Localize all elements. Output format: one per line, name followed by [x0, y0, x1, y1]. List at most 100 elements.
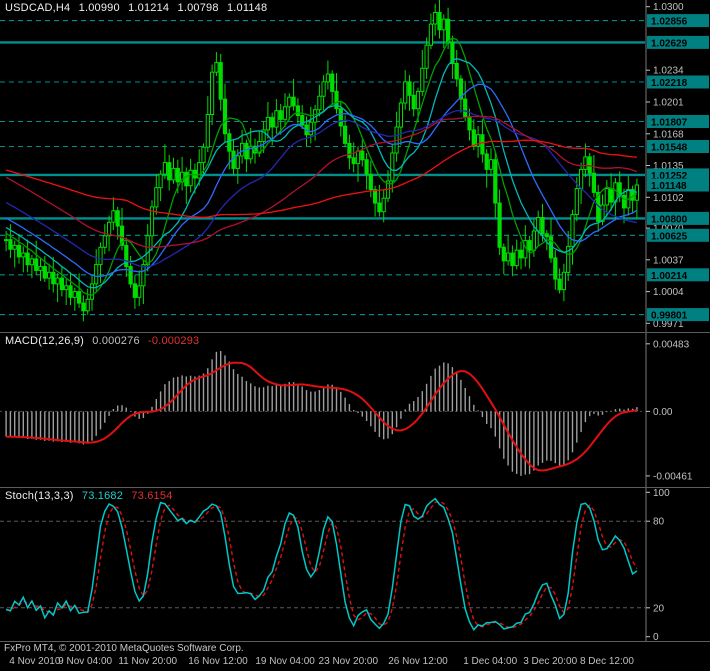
candle-body — [51, 271, 56, 285]
price-level-badge — [647, 308, 709, 322]
stoch-d-value: 73.6154 — [131, 490, 173, 502]
candle-body — [248, 145, 253, 160]
candle-body — [428, 23, 433, 46]
macd-panel[interactable]: 0.00483 0.00 -0.00461 MACD(12,26,9) 0.0002… — [0, 333, 710, 488]
candle-body — [38, 266, 43, 271]
candle-body — [531, 230, 536, 251]
candle-body — [330, 73, 335, 92]
candle-body — [514, 249, 519, 267]
candle-body — [240, 142, 245, 157]
candles-series[interactable] — [4, 0, 639, 322]
candle-body — [171, 167, 176, 181]
candle-body — [411, 94, 416, 110]
candle-body — [214, 62, 219, 73]
price-level-badge — [647, 75, 709, 89]
candle-body — [180, 171, 185, 183]
candle-body — [16, 244, 22, 258]
candle-body — [454, 63, 459, 80]
candle-body — [510, 252, 515, 267]
price-level-badge — [647, 211, 709, 225]
axis-tick-label: -0.00461 — [653, 471, 693, 482]
candle-body — [47, 271, 52, 279]
stochastic-canvas[interactable]: 100 80 20 0 — [0, 488, 710, 641]
candle-body — [540, 217, 545, 235]
time-axis-panel[interactable]: FxPro MT4, © 2001-2010 MetaQuotes Softwa… — [0, 642, 710, 671]
candle-body — [441, 18, 446, 31]
axis-tick-label: 1.0201 — [653, 98, 684, 109]
candle-body — [210, 71, 215, 115]
price-chart-canvas[interactable]: 1.0300 1.0234 1.0201 1.0168 1.0135 1.0102 1.00… — [0, 0, 710, 332]
candle-body — [579, 168, 584, 190]
price-level-badge — [647, 228, 709, 242]
price-chart-panel[interactable]: 1.0300 1.0234 1.0201 1.0168 1.0135 1.0102 1.00… — [0, 0, 710, 333]
candle-body — [368, 173, 373, 191]
candle-body — [471, 129, 476, 147]
macd-signal-line — [6, 361, 638, 472]
axis-tick-label: 100 — [653, 488, 670, 499]
candle-body — [141, 264, 146, 287]
candle-body — [300, 115, 305, 126]
candle-body — [390, 152, 395, 182]
candle-body — [570, 214, 575, 247]
candle-body — [175, 167, 180, 183]
candle-body — [536, 217, 541, 232]
candle-body — [295, 105, 300, 117]
candle-body — [424, 44, 429, 69]
price-level-badge-text: 1.02218 — [651, 78, 688, 89]
candle-body — [167, 162, 172, 181]
candle-body — [398, 102, 403, 128]
candle-body — [467, 115, 472, 131]
candle-body — [8, 239, 13, 250]
candle-body — [107, 221, 112, 237]
date-label: 8 Dec 12:00 — [579, 656, 634, 667]
candle-body — [64, 285, 69, 291]
stochastic-panel[interactable]: 100 80 20 0 Stoch(13,3,3) 73.1682 73.6154 — [0, 488, 710, 642]
candle-body — [325, 73, 330, 83]
candle-body — [553, 257, 558, 280]
open-value: 1.00990 — [78, 2, 120, 14]
candle-body — [111, 210, 116, 223]
candle-body — [282, 106, 288, 120]
candle-body — [119, 225, 125, 246]
price-level-badge-text: 1.02629 — [651, 38, 688, 49]
macd-canvas[interactable]: 0.00483 0.00 -0.00461 — [0, 333, 710, 487]
stoch-k-line — [5, 497, 638, 631]
candle-body — [544, 233, 549, 238]
candle-body — [527, 240, 532, 251]
date-label: 19 Nov 04:00 — [255, 656, 315, 667]
candle-body — [450, 41, 455, 64]
candle-body — [137, 285, 142, 298]
price-level-badge-text: 0.99801 — [651, 311, 688, 322]
candle-body — [34, 258, 39, 271]
price-level-badge — [647, 115, 709, 128]
close-value: 1.01148 — [226, 2, 268, 14]
candle-body — [446, 18, 451, 43]
candle-body — [222, 98, 228, 135]
candle-body — [197, 162, 202, 179]
date-label: 9 Nov 04:00 — [58, 656, 113, 667]
candle-body — [420, 67, 425, 92]
candle-body — [244, 142, 249, 160]
candle-body — [201, 146, 206, 164]
candle-body — [403, 81, 408, 104]
candle-body — [94, 264, 99, 285]
candle-body — [149, 206, 155, 237]
candle-body — [433, 12, 438, 25]
candle-body — [218, 62, 223, 100]
price-level-badge — [647, 268, 709, 282]
stochastic-header: Stoch(13,3,3) 73.1682 73.6154 — [5, 490, 178, 502]
candle-body — [29, 258, 34, 266]
candle-body — [158, 173, 163, 189]
price-level-badge — [647, 178, 709, 192]
candle-body — [518, 249, 524, 259]
price-level-badge — [647, 140, 709, 153]
candle-body — [235, 155, 240, 169]
axis-tick-label: 1.0234 — [653, 66, 684, 77]
stoch-label: Stoch(13,3,3) — [5, 490, 74, 502]
symbol-period-label: USDCAD,H4 — [5, 2, 71, 14]
candle-body — [321, 81, 326, 97]
candle-body — [85, 298, 90, 312]
candle-body — [364, 159, 369, 175]
candle-body — [89, 283, 95, 300]
